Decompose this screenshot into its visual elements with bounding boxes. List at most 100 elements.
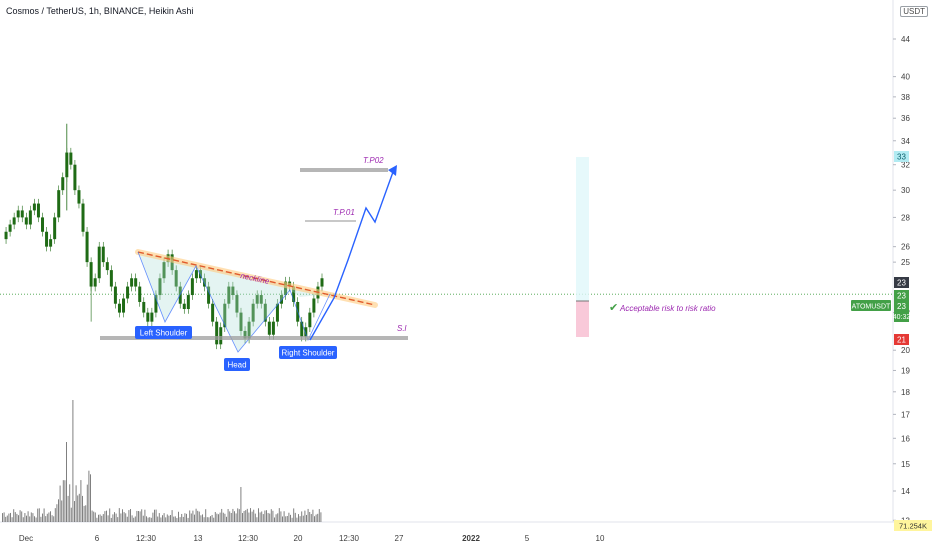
volume-bar <box>35 517 37 522</box>
price-tag-teal-bg <box>894 151 909 162</box>
volume-bar <box>218 514 219 522</box>
volume-bar <box>125 513 127 522</box>
volume-bar <box>21 511 23 522</box>
volume-bar <box>270 509 272 522</box>
volume-bar <box>38 508 40 522</box>
volume-bar <box>101 515 103 522</box>
volume-bar <box>163 513 165 522</box>
volume-bar <box>130 509 131 522</box>
stop-loss-label: S.l <box>397 324 407 333</box>
candle-body <box>243 330 247 339</box>
volume-bar <box>58 499 59 522</box>
volume-bar <box>110 517 112 522</box>
candle-body <box>194 270 198 279</box>
volume-bar <box>43 508 45 522</box>
volume-bar <box>29 516 31 522</box>
candle-body <box>239 312 243 331</box>
volume-bar <box>317 513 319 522</box>
current-price-value: 23 <box>897 302 906 311</box>
projection-path <box>309 171 394 341</box>
volume-bar <box>70 507 72 522</box>
y-tick-label: 38 <box>901 93 910 102</box>
volume-bar <box>182 516 184 522</box>
candle-body <box>53 217 57 240</box>
candle-body <box>312 298 316 313</box>
risk-zone <box>576 301 589 337</box>
volume-bar <box>122 509 123 522</box>
y-tick-label: 36 <box>901 114 910 123</box>
volume-bar <box>5 516 7 522</box>
candle-body <box>300 321 304 337</box>
candle-body <box>284 281 288 296</box>
x-tick-label: 10 <box>596 534 605 543</box>
volume-bar <box>299 516 301 522</box>
y-tick-label: 28 <box>901 213 910 222</box>
volume-bar <box>155 509 157 522</box>
volume-bar <box>107 515 109 522</box>
volume-bar <box>66 442 67 522</box>
volume-bar <box>109 508 111 522</box>
volume-bar <box>6 515 8 522</box>
currency-badge[interactable]: USDT <box>900 6 928 17</box>
candle-body <box>77 190 81 204</box>
volume-bar <box>62 480 64 522</box>
volume-bar <box>293 508 295 522</box>
volume-bar <box>256 517 258 522</box>
volume-bar <box>307 508 309 522</box>
volume-bar <box>294 512 296 522</box>
volume-bar <box>245 510 247 522</box>
volume-bar <box>80 480 82 522</box>
candle-body <box>24 217 28 225</box>
x-tick-label: Dec <box>19 534 33 543</box>
candle-body <box>73 164 77 191</box>
volume-bar <box>149 517 151 522</box>
volume-bar <box>229 511 231 522</box>
candle-body <box>247 321 251 339</box>
candle-body <box>203 278 207 287</box>
volume-bar <box>91 510 93 522</box>
x-tick-label: 12:30 <box>136 534 157 543</box>
x-axis: Dec 6 12:30 13 12:30 20 12:30 27 2022 5 10 <box>19 534 605 543</box>
left-shoulder-label: Left Shoulder <box>140 329 188 338</box>
volume-bar <box>211 514 213 522</box>
volume-bar <box>26 515 27 522</box>
volume-bar <box>168 515 170 522</box>
volume-bar <box>67 495 69 522</box>
symbol-tag: ATOMUSDT <box>852 304 891 311</box>
volume-bar <box>318 509 320 522</box>
volume-bar <box>72 400 74 522</box>
candle-body <box>263 303 267 322</box>
volume-bar <box>197 510 199 522</box>
volume-bar <box>190 513 192 522</box>
volume-bar <box>75 485 77 522</box>
candle-body <box>304 327 308 337</box>
checkmark-icon: ✔ <box>609 301 618 314</box>
volume-bar <box>240 487 242 522</box>
volume-bar <box>82 495 83 522</box>
x-tick-label: 20 <box>294 534 303 543</box>
volume-bar <box>222 512 224 522</box>
y-tick-label: 19 <box>901 366 910 375</box>
volume-bar <box>123 512 125 522</box>
volume-bar <box>74 501 75 522</box>
volume-bar <box>146 516 147 522</box>
volume-bar <box>56 504 58 522</box>
candle-body <box>267 321 271 335</box>
volume-bar <box>173 516 175 522</box>
volume-bar <box>232 508 234 522</box>
volume-bar <box>93 511 95 522</box>
volume-bar <box>184 513 186 522</box>
volume-bar <box>45 516 47 522</box>
volume-bar <box>112 514 114 522</box>
candle-body <box>174 270 178 287</box>
y-tick-label: 44 <box>901 35 910 44</box>
price-tag-green: 23 <box>897 292 906 301</box>
candle-body <box>271 321 275 335</box>
volume-bar <box>267 512 269 522</box>
volume-bar <box>266 510 267 522</box>
y-tick-label: 34 <box>901 137 910 146</box>
volume-bar <box>34 516 35 522</box>
volume-bar <box>120 513 122 522</box>
candle-body <box>235 295 239 313</box>
